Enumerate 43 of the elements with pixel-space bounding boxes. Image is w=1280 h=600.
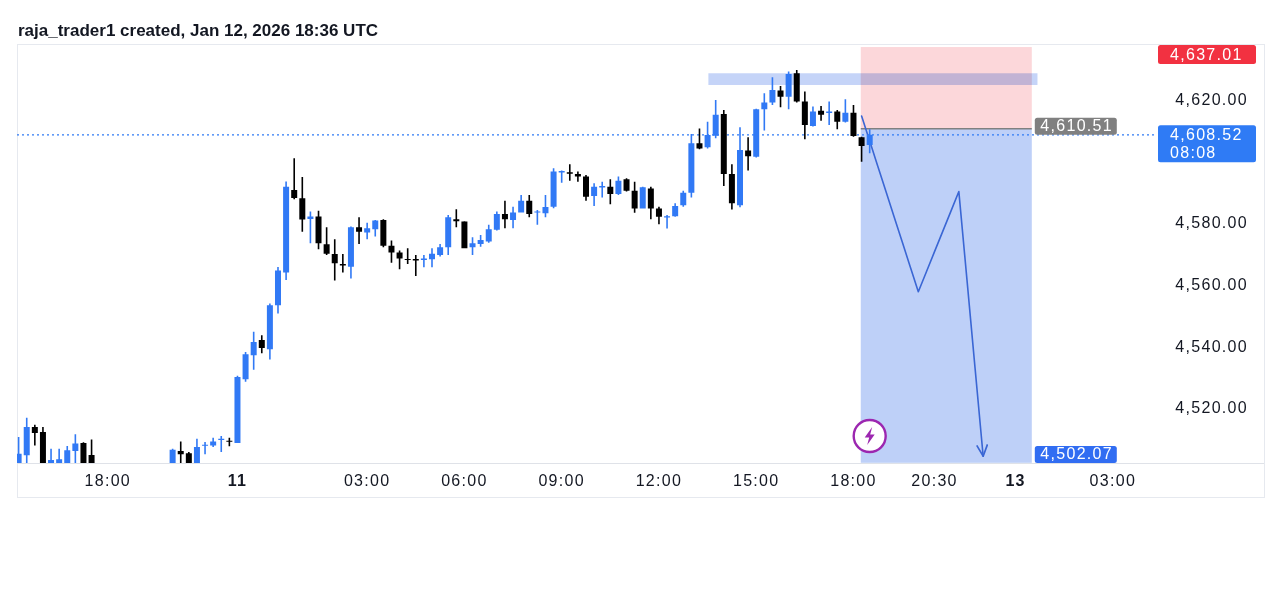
candlestick — [177, 441, 184, 463]
candlestick — [501, 200, 508, 229]
candlestick — [818, 105, 825, 121]
x-tick-label: 06:00 — [441, 471, 488, 489]
x-tick-label: 18:00 — [84, 471, 132, 489]
chart-title: raja_trader1 created, Jan 12, 2026 18:36 UTC — [18, 21, 379, 40]
x-tick-label: 13 — [1005, 471, 1026, 489]
candlestick — [356, 217, 363, 244]
x-tick-label: 12:00 — [635, 471, 683, 489]
x-tick-label: 18:00 — [830, 471, 877, 489]
candlestick — [745, 137, 752, 171]
x-tick-label: 11 — [227, 471, 248, 489]
candlestick — [331, 239, 338, 281]
candlestick — [218, 435, 225, 452]
x-tick-label: 15:00 — [732, 471, 780, 489]
band-label: 4,637.01 — [1170, 46, 1243, 63]
y-tick-label: 4,580.00 — [1175, 214, 1248, 232]
candlestick — [339, 254, 346, 273]
x-tick-label: 09:00 — [538, 471, 585, 489]
candlestick — [48, 448, 55, 463]
y-tick-label: 4,620.00 — [1175, 91, 1248, 109]
candlestick — [826, 101, 833, 126]
y-tick-label: 4,540.00 — [1175, 337, 1248, 355]
candlestick — [599, 181, 606, 198]
x-tick-label: 20:30 — [911, 471, 958, 489]
x-tick-label: 03:00 — [343, 471, 391, 489]
candlestick — [420, 255, 427, 268]
band-label: 4,502.07 — [1040, 445, 1113, 462]
y-tick-label: 4,520.00 — [1175, 399, 1248, 417]
x-tick-label: 03:00 — [1089, 471, 1137, 489]
candlestick — [566, 164, 573, 181]
candlestick — [56, 448, 63, 463]
candlestick — [202, 442, 209, 455]
candlestick — [664, 214, 671, 229]
candlestick — [31, 424, 38, 446]
y-tick-label: 4,560.00 — [1175, 276, 1248, 294]
candlestick — [429, 248, 435, 268]
candlestick — [412, 255, 419, 276]
candlestick — [364, 222, 371, 240]
ref-line-label: 4,608.52 08:08 — [1170, 126, 1243, 162]
candlestick — [291, 158, 298, 200]
candlestick — [574, 171, 581, 182]
ref-line-label: 4,610.51 — [1040, 116, 1113, 134]
